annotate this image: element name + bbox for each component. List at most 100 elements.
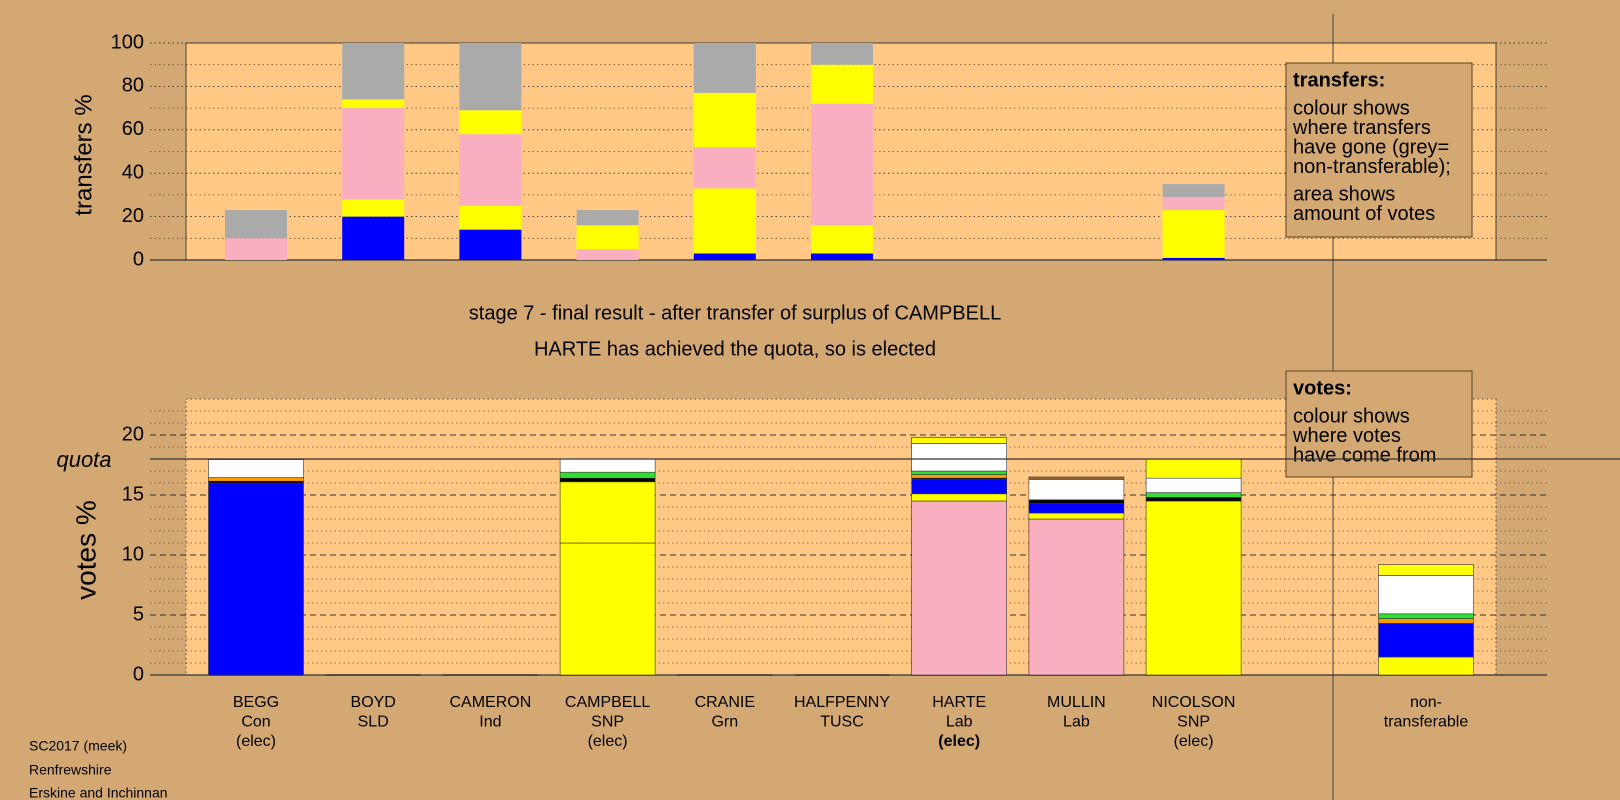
x-tick-label: NICOLSON	[1152, 694, 1236, 711]
bar-segment	[459, 134, 522, 206]
bar-segment	[911, 474, 1008, 479]
y-tick-label: 0	[133, 248, 144, 270]
bar-segment	[559, 458, 656, 473]
bar-segment	[342, 199, 405, 217]
bar-segment	[559, 481, 656, 544]
bar-segment	[1162, 210, 1225, 258]
bar-segment	[459, 110, 522, 135]
legend-text: where transfers	[1292, 117, 1431, 139]
bar-segment	[811, 253, 873, 260]
bar-segment	[342, 216, 405, 260]
bar-segment	[911, 437, 1008, 444]
bar-segment	[693, 188, 756, 254]
bar-segment	[576, 249, 639, 260]
bar-segment	[342, 108, 405, 200]
footer-text: SC2017 (meek)	[29, 738, 127, 754]
x-tick-label: BOYD	[351, 694, 396, 711]
x-tick-label: (elec)	[1174, 733, 1214, 750]
x-tick-label: (elec)	[588, 733, 628, 750]
bar-segment	[1162, 184, 1225, 198]
y-tick-label: 15	[122, 483, 144, 505]
y-tick-label: 20	[122, 423, 144, 445]
legend-text: have come from	[1293, 444, 1436, 466]
bar-segment	[342, 99, 405, 109]
x-tick-label: Con	[241, 714, 270, 731]
bar-segment	[911, 479, 1008, 495]
bar-segment	[911, 500, 1008, 676]
x-tick-label: SNP	[1177, 714, 1210, 731]
bar-segment	[693, 43, 756, 93]
bar-segment	[811, 103, 873, 226]
x-tick-label: Ind	[479, 714, 501, 731]
bar-segment	[1145, 500, 1242, 676]
legend-text: area shows	[1293, 183, 1395, 205]
bar-segment	[1162, 197, 1225, 211]
bar-segment	[559, 471, 656, 479]
legend-text: colour shows	[1293, 405, 1410, 427]
x-tick-label: transferable	[1384, 714, 1469, 731]
bar-segment	[1028, 479, 1125, 501]
bar-segment	[576, 225, 639, 250]
bar-segment	[1145, 477, 1242, 493]
bar-segment	[1378, 564, 1474, 576]
y-tick-label: 0	[133, 663, 144, 685]
bar-segment	[1162, 257, 1225, 260]
x-tick-label: non-	[1410, 694, 1442, 711]
bar-segment	[911, 493, 1008, 502]
bar-segment	[1378, 618, 1474, 624]
bar-segment	[208, 459, 304, 478]
x-tick-label: SNP	[591, 714, 624, 731]
x-tick-label: BEGG	[233, 694, 279, 711]
bar-segment	[576, 210, 639, 226]
bar-segment	[911, 470, 1008, 475]
bar-segment	[1145, 492, 1242, 498]
x-tick-label: (elec)	[938, 733, 980, 750]
bar-segment	[225, 210, 287, 239]
legend-text: have gone (grey=	[1293, 136, 1449, 158]
bar-segment	[1378, 656, 1474, 676]
stage-subtitle: HARTE has achieved the quota, so is elec…	[534, 338, 936, 360]
y-tick-label: 20	[122, 205, 144, 227]
y-axis-label: transfers %	[70, 94, 97, 215]
bar-segment	[559, 542, 656, 676]
y-axis-label: votes %	[70, 500, 101, 600]
votes-plot-area	[186, 399, 1496, 675]
footer-text: Renfrewshire	[29, 762, 112, 778]
stage-title: stage 7 - final result - after transfer …	[469, 302, 1001, 324]
x-tick-label: Lab	[946, 714, 973, 731]
bar-segment	[1378, 613, 1474, 619]
bar-segment	[811, 43, 873, 65]
bar-segment	[459, 205, 522, 230]
bar-segment	[693, 147, 756, 189]
legend-box	[1285, 62, 1473, 238]
bar-segment	[811, 225, 873, 254]
x-tick-label: SLD	[358, 714, 389, 731]
bar-segment	[1378, 575, 1474, 615]
bar-segment	[1145, 458, 1242, 479]
y-tick-label: 40	[122, 161, 144, 183]
legend-text: amount of votes	[1293, 203, 1435, 225]
bar-segment	[1028, 476, 1125, 480]
x-tick-label: HARTE	[932, 694, 986, 711]
y-tick-label: 10	[122, 543, 144, 565]
legend-text: non-transferable);	[1293, 156, 1451, 178]
x-tick-label: CAMPBELL	[565, 694, 650, 711]
bar-segment	[811, 64, 873, 104]
bar-segment	[225, 238, 287, 260]
bar-segment	[911, 443, 1008, 472]
x-tick-label: TUSC	[820, 714, 864, 731]
bar-segment	[1028, 512, 1125, 520]
bar-segment	[459, 43, 522, 111]
y-tick-label: 5	[133, 603, 144, 625]
x-tick-label: Lab	[1063, 714, 1090, 731]
bar-segment	[1378, 623, 1474, 658]
x-tick-label: CRANIE	[695, 694, 755, 711]
bar-segment	[693, 92, 756, 148]
legend-text: colour shows	[1293, 97, 1410, 119]
bar-segment	[459, 229, 522, 260]
bar-segment	[693, 253, 756, 260]
bar-segment	[208, 477, 304, 482]
bar-segment	[1028, 503, 1125, 514]
y-tick-label: 80	[122, 75, 144, 97]
